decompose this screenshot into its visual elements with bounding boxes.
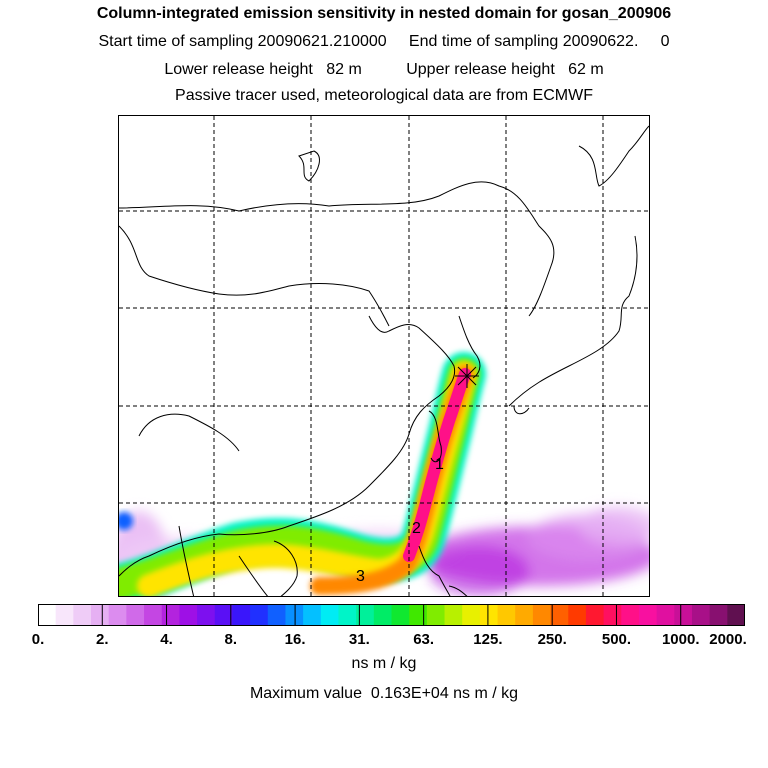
colorbar-swatch bbox=[585, 604, 605, 626]
age-label-2: 2 bbox=[412, 520, 421, 537]
sampling-time-line: Start time of sampling 20090621.210000 E… bbox=[98, 33, 670, 50]
colorbar-swatch bbox=[603, 604, 622, 626]
colorbar-swatch bbox=[126, 604, 145, 626]
colorbar-tick-label: 31. bbox=[348, 631, 370, 648]
colorbar-swatch bbox=[532, 604, 552, 626]
colorbar-swatch bbox=[161, 604, 180, 626]
colorbar-swatch bbox=[550, 604, 569, 626]
colorbar-swatch bbox=[426, 604, 446, 626]
map-title: Column-integrated emission sensitivity i… bbox=[96, 5, 672, 22]
colorbar-swatch bbox=[214, 604, 233, 626]
colorbar-swatch bbox=[356, 604, 375, 626]
colorbar-swatch bbox=[515, 604, 534, 626]
colorbar-swatch bbox=[391, 604, 410, 626]
age-label-1: 1 bbox=[435, 456, 444, 473]
colorbar-units: ns m / kg bbox=[351, 655, 417, 672]
colorbar-swatch bbox=[497, 604, 516, 626]
graticule bbox=[119, 116, 649, 596]
colorbar-swatch bbox=[373, 604, 392, 626]
colorbar-swatch bbox=[303, 604, 322, 626]
colorbar-swatch bbox=[91, 604, 110, 626]
receptor-star-icon bbox=[455, 364, 479, 388]
colorbar-swatch bbox=[638, 604, 658, 626]
colorbar-swatch bbox=[709, 604, 728, 626]
colorbar-tick-label: 0. bbox=[31, 631, 45, 648]
blue-sensitivity-spot bbox=[119, 512, 133, 530]
colorbar-swatch bbox=[179, 604, 198, 626]
colorbar-border bbox=[38, 604, 745, 626]
colorbar-tick-label: 250. bbox=[537, 631, 567, 648]
colorbar-swatch bbox=[621, 604, 640, 626]
colorbar-tick-label: 125. bbox=[473, 631, 503, 648]
colorbar-swatch bbox=[320, 604, 339, 626]
age-label-3: 3 bbox=[356, 568, 365, 585]
coastlines bbox=[119, 125, 649, 596]
emission-sensitivity-map: 1 2 3 bbox=[118, 115, 650, 597]
colorbar-swatch bbox=[108, 604, 127, 626]
colorbar-swatch bbox=[232, 604, 251, 626]
colorbar-swatch bbox=[568, 604, 587, 626]
colorbar-tick-label: 2. bbox=[96, 631, 109, 648]
colorbar-swatch bbox=[338, 604, 357, 626]
colorbar-tick-label: 1000. bbox=[661, 631, 700, 648]
colorbar-tick-label: 16. bbox=[284, 631, 306, 648]
colorbar-tick-label: 63. bbox=[413, 631, 435, 648]
colorbar-tick-label: 500. bbox=[601, 631, 632, 648]
map-canvas bbox=[119, 116, 649, 596]
colorbar-tick-label: 2000. bbox=[709, 631, 747, 648]
colorbar-swatch bbox=[674, 604, 693, 626]
colorbar-swatch bbox=[73, 604, 92, 626]
colorbar-swatch bbox=[691, 604, 711, 626]
release-height-line: Lower release height 82 m Upper release … bbox=[164, 61, 604, 78]
tracer-info-line: Passive tracer used, meteorological data… bbox=[175, 87, 593, 104]
colorbar-tick-label: 4. bbox=[160, 631, 173, 648]
colorbar-swatch bbox=[55, 604, 74, 626]
colorbar-swatch bbox=[409, 604, 428, 626]
colorbar-swatch bbox=[197, 604, 216, 626]
colorbar-swatch bbox=[479, 604, 499, 626]
colorbar-swatch bbox=[285, 604, 304, 626]
colorbar-swatch bbox=[444, 604, 463, 626]
colorbar-swatch bbox=[656, 604, 675, 626]
colorbar-swatch bbox=[462, 604, 481, 626]
colorbar-swatch bbox=[38, 604, 57, 626]
colorbar-tick-label: 8. bbox=[224, 631, 238, 648]
maximum-value-line: Maximum value 0.163E+04 ns m / kg bbox=[249, 685, 519, 702]
colorbar bbox=[38, 604, 745, 626]
colorbar-swatch bbox=[267, 604, 286, 626]
colorbar-swatch bbox=[144, 604, 163, 626]
colorbar-swatch bbox=[250, 604, 269, 626]
colorbar-swatch bbox=[727, 604, 745, 626]
